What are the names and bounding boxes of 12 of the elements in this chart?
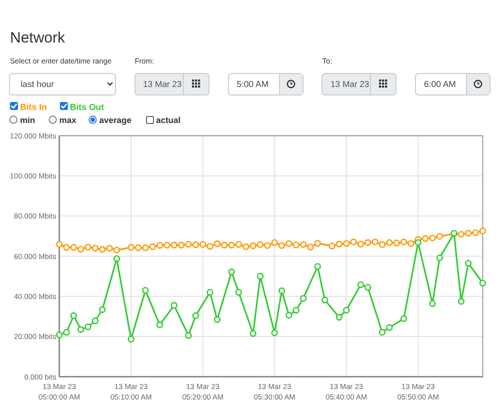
text: 5:00 AM	[236, 79, 269, 89]
chart-title: Network	[10, 29, 66, 46]
text: Bits Out	[70, 102, 104, 112]
text: actual	[156, 115, 181, 126]
text: 13 Mar 23	[330, 79, 370, 89]
text: Bits In	[20, 102, 47, 112]
text: 6:00 AM	[424, 79, 456, 89]
text: 13 Mar 23	[143, 79, 182, 89]
text: last hour	[20, 79, 54, 89]
text: average	[99, 115, 132, 126]
text: min	[20, 115, 36, 126]
text: max	[59, 115, 77, 126]
